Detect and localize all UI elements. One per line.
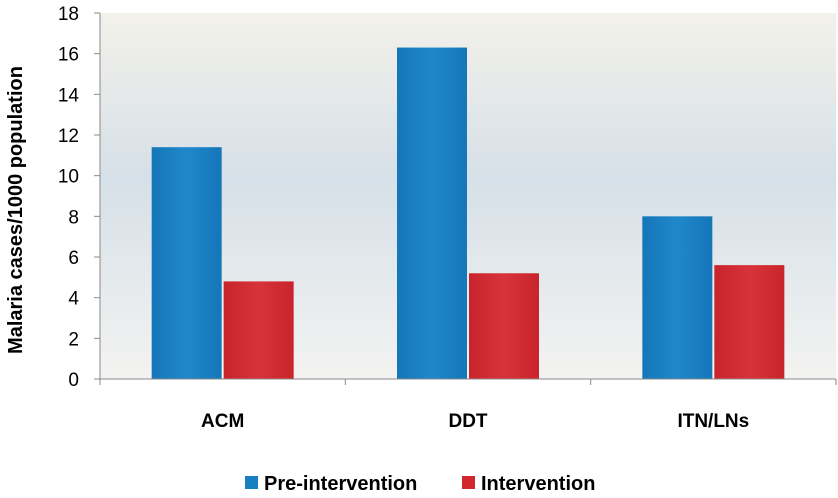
y-tick-label: 10 (58, 167, 79, 188)
y-axis-ticks: 0 2 4 6 8 10 12 14 16 18 (58, 4, 100, 391)
legend-label-intervention: Intervention (481, 473, 595, 495)
bar-intervention-acm (223, 281, 294, 379)
y-tick-label: 2 (68, 329, 79, 350)
bar-intervention-itn-lns (714, 265, 785, 379)
y-tick-label: 18 (58, 4, 79, 25)
axes (99, 13, 837, 385)
bar-pre-intervention-itn-lns (642, 216, 713, 379)
y-tick-label: 4 (68, 289, 79, 310)
x-axis-labels: ACM DDT ITN/LNs (201, 411, 749, 432)
bar-pre-intervention-ddt (397, 47, 467, 380)
legend-label-pre-intervention: Pre-intervention (264, 473, 417, 495)
legend-swatch-intervention (462, 476, 475, 489)
x-category-label: ITN/LNs (677, 411, 749, 432)
legend: Pre-intervention Intervention (245, 473, 595, 495)
y-tick-label: 6 (68, 248, 79, 269)
y-tick-label: 8 (68, 207, 79, 228)
bars (151, 47, 785, 380)
y-axis-label: Malaria cases/1000 population (5, 66, 27, 354)
y-tick-label: 0 (68, 370, 79, 391)
legend-swatch-pre-intervention (245, 476, 258, 489)
bar-intervention-ddt (469, 273, 539, 379)
plot-area (100, 13, 836, 379)
y-tick-label: 14 (58, 85, 80, 106)
y-tick-label: 12 (58, 126, 79, 147)
y-tick-label: 16 (58, 45, 79, 66)
x-category-label: ACM (201, 411, 244, 432)
x-category-label: DDT (448, 411, 487, 432)
bar-pre-intervention-acm (151, 147, 222, 379)
